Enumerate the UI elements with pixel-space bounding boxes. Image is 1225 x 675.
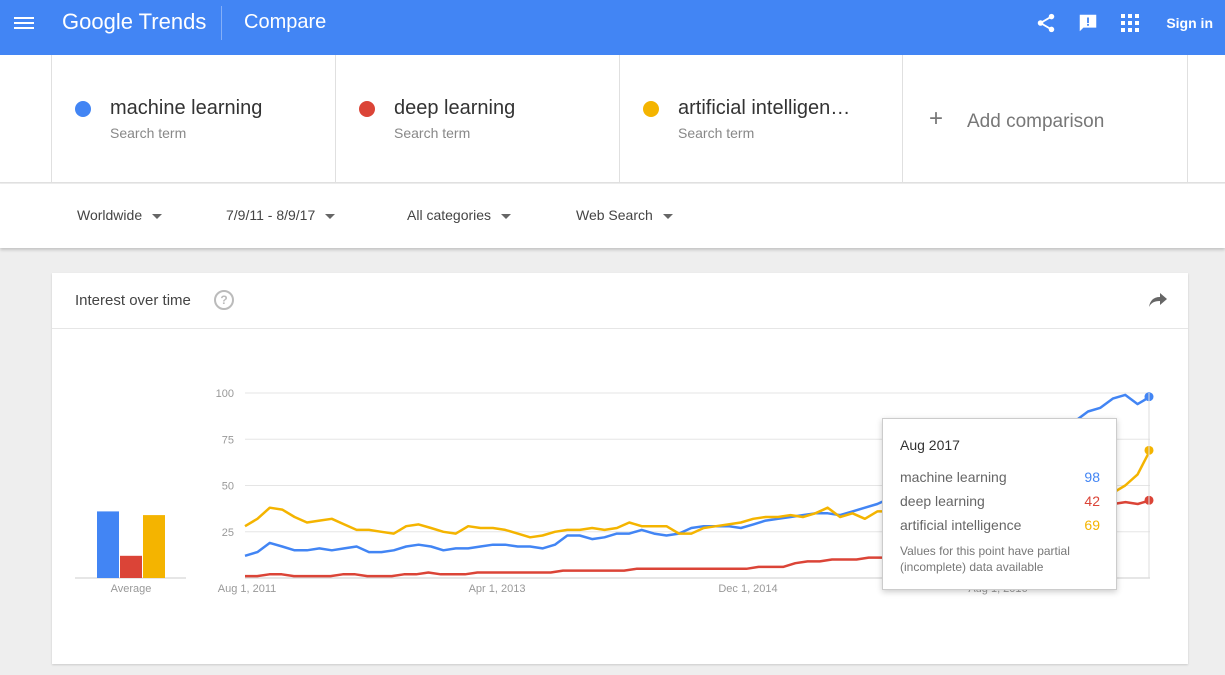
logo-trends-text: Trends <box>138 9 207 34</box>
term-name: deep learning <box>394 97 516 119</box>
google-trends-logo[interactable]: Google Trends <box>62 9 206 35</box>
term-deep-learning[interactable]: deep learning Search term <box>335 55 620 183</box>
help-icon[interactable]: ? <box>214 290 234 310</box>
term-type: Search term <box>110 125 187 141</box>
date-filter[interactable]: 7/9/11 - 8/9/17 <box>226 207 336 223</box>
tooltip-row-artificial-intelligence: artificial intelligence 69 <box>900 517 1100 533</box>
top-app-bar: Google Trends Compare Sign in <box>0 0 1225 55</box>
add-comparison-button[interactable]: + Add comparison <box>902 55 1188 183</box>
category-filter[interactable]: All categories <box>407 207 512 223</box>
share-arrow-icon[interactable] <box>1148 291 1168 314</box>
tooltip-row-deep-learning: deep learning 42 <box>900 493 1100 509</box>
x-tick-label: Dec 1, 2014 <box>718 583 777 595</box>
term-color-dot <box>643 101 659 117</box>
tooltip-note: Values for this point have partial (inco… <box>900 544 1070 574</box>
filters-bar: Worldwide 7/9/11 - 8/9/17 All categories… <box>0 184 1225 248</box>
share-icon[interactable] <box>1028 5 1064 41</box>
tooltip-date: Aug 2017 <box>900 437 960 453</box>
average-bar-deep-learning <box>120 555 142 578</box>
y-tick-label: 75 <box>222 434 234 446</box>
y-tick-label: 50 <box>222 481 234 493</box>
header-divider <box>221 6 222 40</box>
average-bar-machine-learning <box>97 511 119 578</box>
average-bar-artificial-intelligence <box>143 515 165 578</box>
region-filter-value: Worldwide <box>77 207 143 223</box>
logo-google-text: Google <box>62 9 133 34</box>
chevron-down-icon <box>501 213 512 219</box>
y-tick-label: 100 <box>216 388 234 400</box>
chevron-down-icon <box>662 213 673 219</box>
x-tick-label: Apr 1, 2013 <box>469 583 526 595</box>
header-actions: Sign in <box>1028 0 1225 46</box>
region-filter[interactable]: Worldwide <box>77 207 163 223</box>
tooltip-value: 69 <box>1084 517 1100 533</box>
tooltip-label: deep learning <box>900 493 985 509</box>
chevron-down-icon <box>152 213 163 219</box>
plus-icon: + <box>929 105 944 132</box>
hamburger-menu-icon[interactable] <box>14 14 34 32</box>
apps-grid-icon[interactable] <box>1112 5 1148 41</box>
term-color-dot <box>359 101 375 117</box>
term-color-dot <box>75 101 91 117</box>
x-tick-label: Aug 1, 2011 <box>218 583 277 595</box>
average-label: Average <box>111 583 152 595</box>
term-type: Search term <box>394 125 471 141</box>
feedback-icon[interactable] <box>1070 5 1106 41</box>
search-type-filter[interactable]: Web Search <box>576 207 673 223</box>
search-terms-bar: machine learning Search term deep learni… <box>0 55 1225 183</box>
tooltip-label: machine learning <box>900 469 1007 485</box>
card-title: Interest over time <box>75 292 191 309</box>
tooltip-label: artificial intelligence <box>900 517 1022 533</box>
chart-tooltip: Aug 2017 machine learning 98 deep learni… <box>882 418 1117 590</box>
add-comparison-label: Add comparison <box>967 111 1105 132</box>
term-artificial-intelligence[interactable]: artificial intelligen… Search term <box>619 55 903 183</box>
page-title: Compare <box>244 11 327 33</box>
term-machine-learning[interactable]: machine learning Search term <box>51 55 336 183</box>
term-type: Search term <box>678 125 755 141</box>
y-tick-label: 25 <box>222 527 234 539</box>
tooltip-row-machine-learning: machine learning 98 <box>900 469 1100 485</box>
category-filter-value: All categories <box>407 207 492 223</box>
date-filter-value: 7/9/11 - 8/9/17 <box>226 207 316 223</box>
search-type-filter-value: Web Search <box>576 207 653 223</box>
chevron-down-icon <box>325 213 336 219</box>
card-header: Interest over time ? <box>52 273 1188 329</box>
term-name: machine learning <box>110 97 263 119</box>
tooltip-value: 42 <box>1084 493 1100 509</box>
term-name: artificial intelligen… <box>678 97 851 119</box>
tooltip-value: 98 <box>1084 469 1100 485</box>
sign-in-button[interactable]: Sign in <box>1166 15 1213 31</box>
